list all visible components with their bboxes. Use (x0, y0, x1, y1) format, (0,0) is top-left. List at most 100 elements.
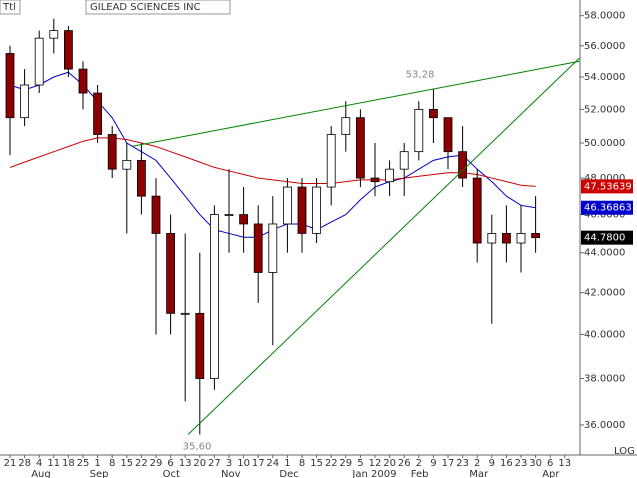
y-tick-label: 58.0000 (584, 11, 625, 22)
last-value-box (581, 179, 633, 194)
x-tick-label: 29 (339, 458, 352, 469)
x-tick-label: 12 (369, 458, 382, 469)
annotation: 53,28 (406, 70, 435, 81)
x-tick-label: 13 (558, 458, 571, 469)
x-tick-label: 6 (547, 458, 553, 469)
candle-body (326, 134, 336, 188)
last-value-label: 47.53639 (584, 181, 632, 192)
trendline (187, 57, 580, 435)
candle-body (414, 108, 424, 153)
candle-body (136, 159, 146, 197)
x-tick-label: 22 (135, 458, 148, 469)
x-tick-label: 16 (500, 458, 513, 469)
x-tick-label: 10 (237, 458, 250, 469)
candle-body (443, 117, 453, 153)
candle-body (64, 30, 73, 70)
x-tick-label: 28 (18, 458, 31, 469)
candle-body (107, 134, 117, 170)
candle-body (209, 214, 219, 379)
candle-body (5, 53, 15, 119)
title-box (85, 0, 231, 15)
x-tick-label: 29 (150, 458, 163, 469)
trendline (131, 60, 580, 147)
chart-title: GILEAD SCIENCES INC (90, 2, 201, 13)
y-tick-label: 54.0000 (584, 72, 625, 83)
candle-body (487, 233, 497, 244)
month-label: Jan 2009 (351, 469, 396, 478)
candle-body (341, 117, 351, 135)
x-tick-label: 9 (430, 458, 436, 469)
scale-label: LOG (614, 446, 635, 457)
tool-label[interactable]: Ttl (2, 2, 16, 13)
x-tick-label: 23 (456, 458, 469, 469)
y-tick-label: 42.0000 (584, 288, 625, 299)
candle-body (166, 233, 176, 314)
tool-box[interactable] (0, 0, 21, 15)
last-value-label: 46.36863 (584, 203, 632, 214)
x-tick-label: 24 (266, 458, 279, 469)
last-value-box (581, 200, 633, 215)
candle-body (78, 68, 88, 94)
x-tick-label: 2 (474, 458, 480, 469)
y-tick-label: 56.0000 (584, 41, 625, 52)
candle-body (370, 177, 380, 183)
month-label: Oct (163, 469, 180, 478)
moving-average (9, 137, 536, 187)
month-label: Sep (90, 469, 109, 478)
y-tick-label: 36.0000 (584, 420, 625, 431)
candle-body (458, 151, 468, 179)
x-tick-label: 1 (94, 458, 100, 469)
candle-body (20, 84, 30, 119)
candle-body (516, 233, 526, 244)
x-tick-label: 3 (226, 458, 232, 469)
candle-body (531, 233, 540, 239)
y-tick-label: 40.0000 (584, 330, 625, 341)
candle-body (239, 214, 249, 225)
candle-body (472, 177, 482, 244)
x-tick-label: 2 (416, 458, 422, 469)
y-tick-label: 46.0000 (584, 210, 625, 221)
x-tick-label: 20 (383, 458, 396, 469)
x-tick-label: 25 (77, 458, 90, 469)
candle-body (151, 195, 161, 234)
candle-body (49, 30, 59, 39)
candle-body (253, 223, 263, 273)
candle-body (180, 312, 190, 315)
candle-body (385, 168, 395, 183)
candle-body (501, 233, 511, 244)
x-tick-label: 6 (167, 458, 173, 469)
candle-body (399, 151, 409, 170)
candle-body (34, 37, 44, 86)
candle-body (312, 186, 322, 234)
last-value-box (581, 230, 633, 245)
candle-body (195, 312, 205, 379)
month-label: Apr (542, 469, 560, 478)
candle-body (122, 159, 132, 170)
x-tick-label: 11 (47, 458, 60, 469)
candle-body (93, 92, 102, 135)
candle-body (268, 223, 278, 273)
month-label: Aug (31, 469, 51, 478)
y-tick-label: 52.0000 (584, 104, 625, 115)
candle-body (282, 186, 292, 225)
month-label: Feb (411, 469, 429, 478)
month-label: Nov (221, 469, 241, 478)
x-tick-label: 27 (208, 458, 221, 469)
x-tick-label: 15 (120, 458, 133, 469)
x-tick-label: 17 (252, 458, 265, 469)
x-tick-label: 8 (299, 458, 305, 469)
x-tick-label: 30 (529, 458, 542, 469)
y-tick-label: 50.0000 (584, 138, 625, 149)
x-tick-label: 21 (4, 458, 17, 469)
candle-body (428, 108, 438, 119)
x-tick-label: 9 (489, 458, 495, 469)
x-tick-label: 22 (325, 458, 338, 469)
month-label: Dec (279, 469, 298, 478)
x-tick-label: 17 (442, 458, 455, 469)
candle-body (224, 214, 234, 216)
month-label: Mar (469, 469, 489, 478)
x-tick-label: 20 (193, 458, 206, 469)
last-value-label: 44.7800 (584, 233, 625, 244)
y-tick-label: 38.0000 (584, 374, 625, 385)
